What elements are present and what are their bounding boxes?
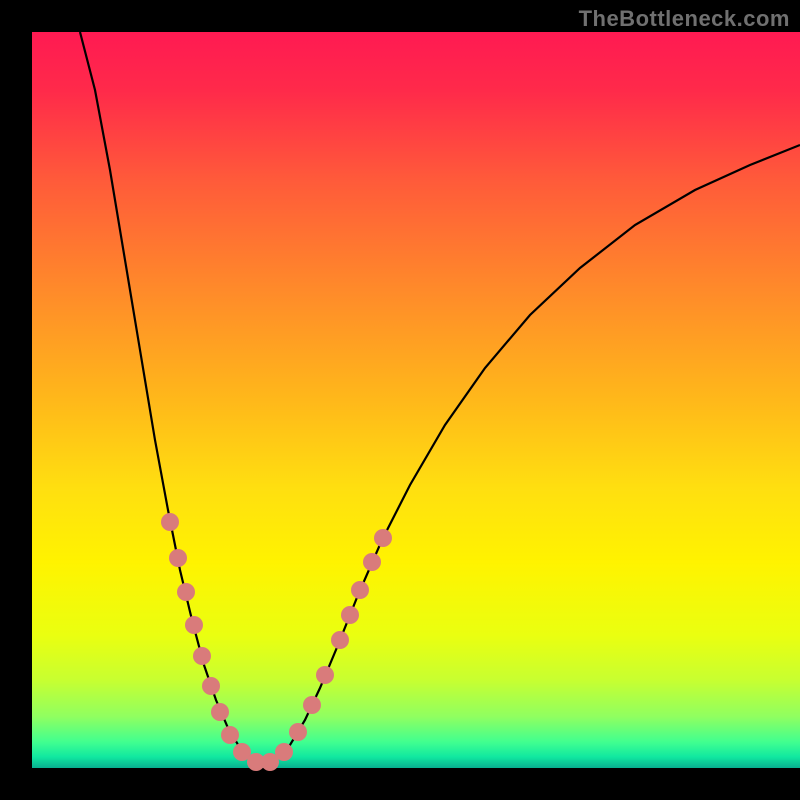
curve-marker [211,703,229,721]
curve-marker [316,666,334,684]
curve-marker [221,726,239,744]
curve-marker [202,677,220,695]
curve-marker [161,513,179,531]
curve-marker [169,549,187,567]
curve-marker [275,743,293,761]
curve-marker [363,553,381,571]
curve-marker [351,581,369,599]
curve-marker [303,696,321,714]
curve-marker [185,616,203,634]
watermark-text: TheBottleneck.com [579,6,790,32]
curve-marker [177,583,195,601]
curve-marker [331,631,349,649]
bottleneck-chart: TheBottleneck.com [0,0,800,800]
plot-area [32,32,800,768]
curve-marker [341,606,359,624]
chart-svg [0,0,800,800]
curve-marker [289,723,307,741]
curve-marker [374,529,392,547]
curve-marker [193,647,211,665]
